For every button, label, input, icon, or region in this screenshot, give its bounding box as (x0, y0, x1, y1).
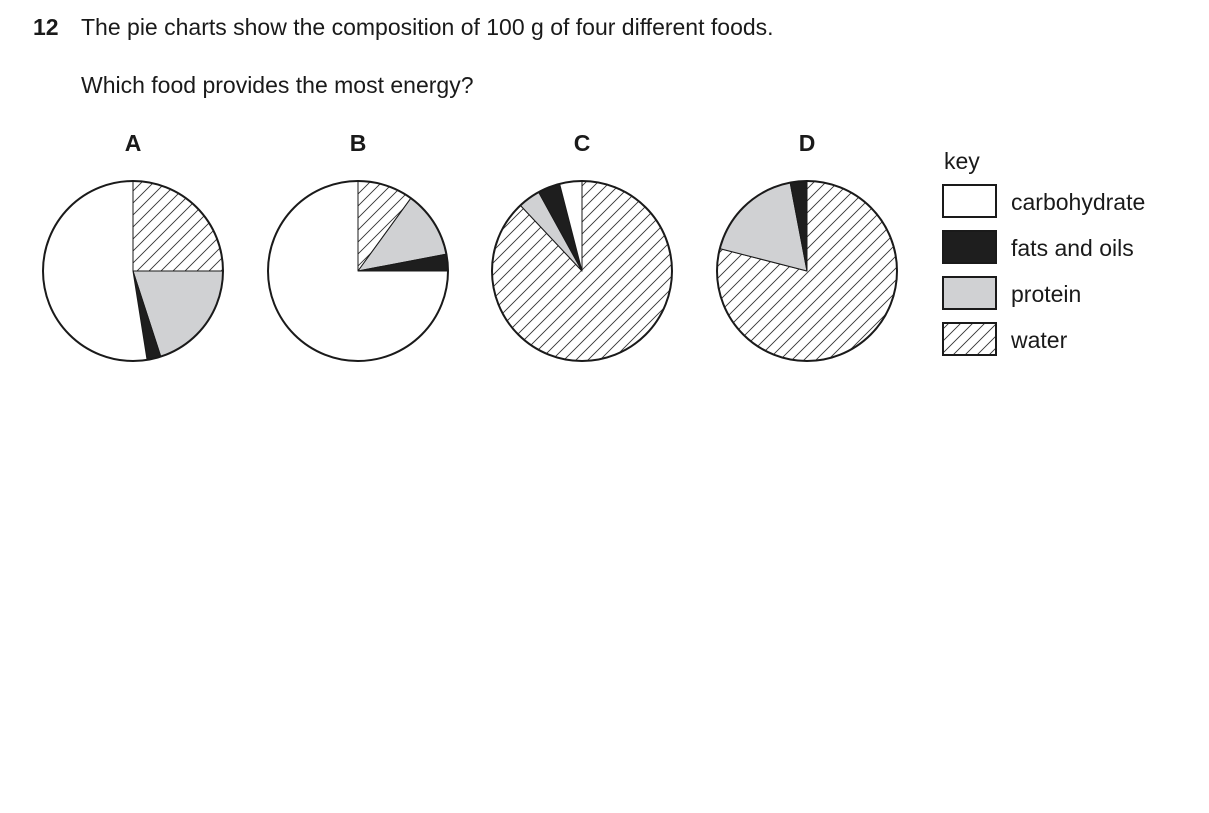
legend-swatch-water (942, 322, 997, 356)
pie-d-label: D (799, 130, 816, 156)
legend-swatch-carbohydrate (942, 184, 997, 218)
legend-label-water: water (1010, 327, 1068, 353)
pie-c-label: C (574, 130, 591, 156)
legend: key carbohydrate fats and oils protein w… (942, 148, 1145, 356)
legend-swatch-protein (942, 276, 997, 310)
pie-a-outline (42, 180, 224, 362)
question-number: 12 (33, 14, 59, 40)
legend-label-fats: fats and oils (1011, 235, 1134, 261)
pie-d-outline (716, 180, 898, 362)
legend-label-carbohydrate: carbohydrate (1011, 189, 1145, 215)
pie-a-slice-water (132, 180, 224, 272)
legend-title: key (944, 148, 980, 174)
pie-b-label: B (350, 130, 367, 156)
pie-charts-group: A B C D (42, 130, 898, 362)
question-prompt: Which food provides the most energy? (81, 72, 474, 98)
pie-c-outline (491, 180, 673, 362)
legend-label-protein: protein (1011, 281, 1081, 307)
question-stem: The pie charts show the composition of 1… (81, 14, 774, 40)
pie-b-outline (267, 180, 449, 362)
pie-a-slice-carbohydrate (42, 180, 148, 362)
pie-a-label: A (125, 130, 142, 156)
legend-swatch-fats (942, 230, 997, 264)
